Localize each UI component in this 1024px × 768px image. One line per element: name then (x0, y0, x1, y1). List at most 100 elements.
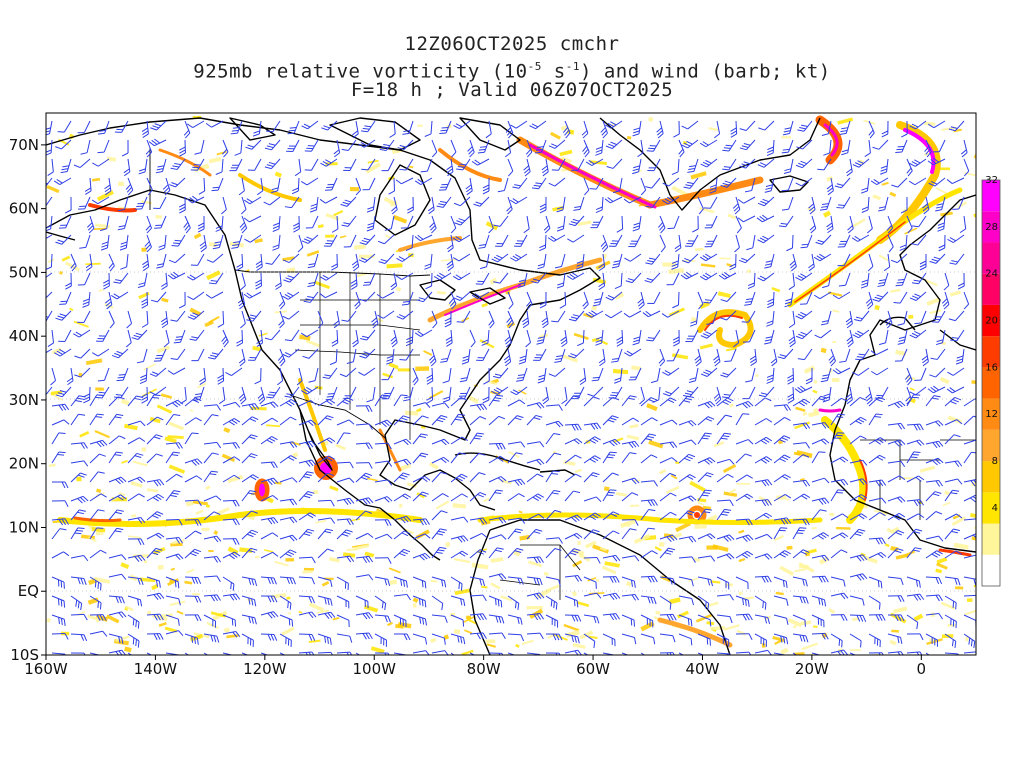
vorticity-speckle (47, 258, 55, 264)
vorticity-speckle (949, 290, 962, 297)
vorticity-speckle (193, 232, 202, 240)
vorticity-speckle (886, 527, 893, 534)
vorticity-speckle (325, 213, 340, 221)
lat-tick-label: 40N (9, 327, 39, 345)
vorticity-speckle (659, 542, 665, 547)
vorticity-speckle (168, 464, 186, 474)
vorticity-speckle (471, 562, 489, 570)
wind-barb (252, 120, 262, 137)
vorticity-speckle (335, 443, 346, 451)
vorticity-speckle (481, 302, 488, 308)
vorticity-speckle (626, 135, 632, 140)
vorticity-speckle (124, 646, 132, 653)
lon-tick-label: 20W (795, 660, 829, 678)
lat-tick-label: 60N (9, 200, 39, 218)
lat-tick-label: 10N (9, 518, 39, 536)
vorticity-speckle (736, 482, 751, 485)
vorticity-speckle (665, 486, 680, 494)
vorticity-speckle (386, 263, 403, 269)
vorticity-speckle (571, 548, 585, 556)
wind-barb (453, 120, 471, 130)
vort-streak-core (528, 143, 657, 209)
wind-barb (581, 120, 589, 139)
vorticity-speckle (186, 568, 195, 574)
colorbar-label: 32 (985, 175, 998, 186)
vorticity-speckle (543, 571, 549, 576)
itcz-band (57, 508, 423, 527)
wind-barb (321, 120, 338, 131)
vorticity-speckle (106, 156, 117, 162)
lat-tick-label: 50N (9, 263, 39, 281)
vorticity-speckle (153, 546, 166, 555)
vorticity-speckle (443, 634, 450, 640)
vorticity-speckle (604, 561, 620, 568)
vorticity-speckle (274, 310, 287, 314)
vorticity-speckle (96, 190, 114, 202)
wind-barb (529, 120, 547, 130)
vorticity-speckle (670, 532, 683, 540)
vort-max-core (694, 512, 700, 518)
vorticity-speckle (485, 221, 499, 231)
vort-streak-core (823, 123, 839, 157)
vorticity-speckle (719, 257, 731, 260)
vorticity-speckle (755, 374, 759, 377)
vorticity-speckle (170, 567, 176, 571)
colorbar-label: 16 (985, 362, 998, 373)
wind-barb (97, 120, 110, 135)
vorticity-speckle (490, 582, 501, 590)
title-part-c: ) and wind (barb; kt) (579, 60, 831, 83)
vorticity-speckle (95, 387, 104, 391)
vorticity-speckle (811, 526, 817, 530)
vorticity-speckle (521, 639, 534, 646)
wind-barb (505, 120, 514, 139)
vorticity-speckle (798, 562, 815, 573)
vorticity-speckle (167, 435, 184, 440)
greenland (599, 117, 821, 211)
vorticity-speckle (891, 629, 899, 633)
vorticity-speckle (412, 603, 417, 608)
vorticity-speckle (919, 465, 936, 473)
vorticity-speckle (287, 611, 292, 615)
vorticity-speckle (192, 593, 201, 596)
vorticity-speckle (146, 488, 159, 493)
vorticity-speckle (59, 271, 63, 275)
vorticity-speckle (527, 560, 543, 568)
vorticity-speckle (603, 486, 610, 492)
vorticity-speckle (935, 568, 943, 574)
vorticity-speckle (375, 317, 384, 323)
vorticity-speckle (908, 314, 914, 319)
vorticity-speckle (780, 647, 789, 655)
vorticity-speckle (705, 601, 719, 608)
vorticity-speckle (849, 649, 862, 651)
vorticity-speckle (353, 544, 370, 551)
vorticity-speckle (352, 543, 369, 548)
vorticity-speckle (147, 610, 152, 616)
vorticity-speckle (317, 224, 324, 229)
vorticity-speckle (669, 597, 681, 605)
vorticity-speckle (141, 200, 153, 205)
vorticity-speckle (831, 377, 840, 383)
vorticity-speckle (208, 549, 214, 552)
vort-streak (378, 428, 402, 472)
vorticity-speckle (308, 639, 321, 643)
vorticity-speckle (738, 558, 746, 563)
vorticity-speckle (143, 560, 148, 564)
wind-barb (114, 120, 129, 133)
vorticity-speckle (201, 527, 210, 531)
vorticity-speckle (822, 210, 832, 218)
vorticity-speckle (694, 247, 704, 252)
vorticity-speckle (332, 616, 340, 621)
vorticity-speckle (452, 503, 467, 509)
vorticity-speckle (125, 605, 134, 612)
wind-barb (562, 120, 571, 139)
vorticity-speckle (974, 526, 976, 529)
vorticity-speckle (286, 596, 291, 600)
vorticity-speckle (964, 172, 976, 177)
us-mexico-border (289, 394, 386, 439)
vorticity-speckle (878, 254, 889, 262)
vorticity-speckle (889, 639, 897, 646)
vorticity-speckle (929, 309, 942, 314)
vorticity-speckle (675, 521, 692, 533)
vort-streak (158, 148, 212, 177)
vorticity-speckle (208, 315, 220, 324)
